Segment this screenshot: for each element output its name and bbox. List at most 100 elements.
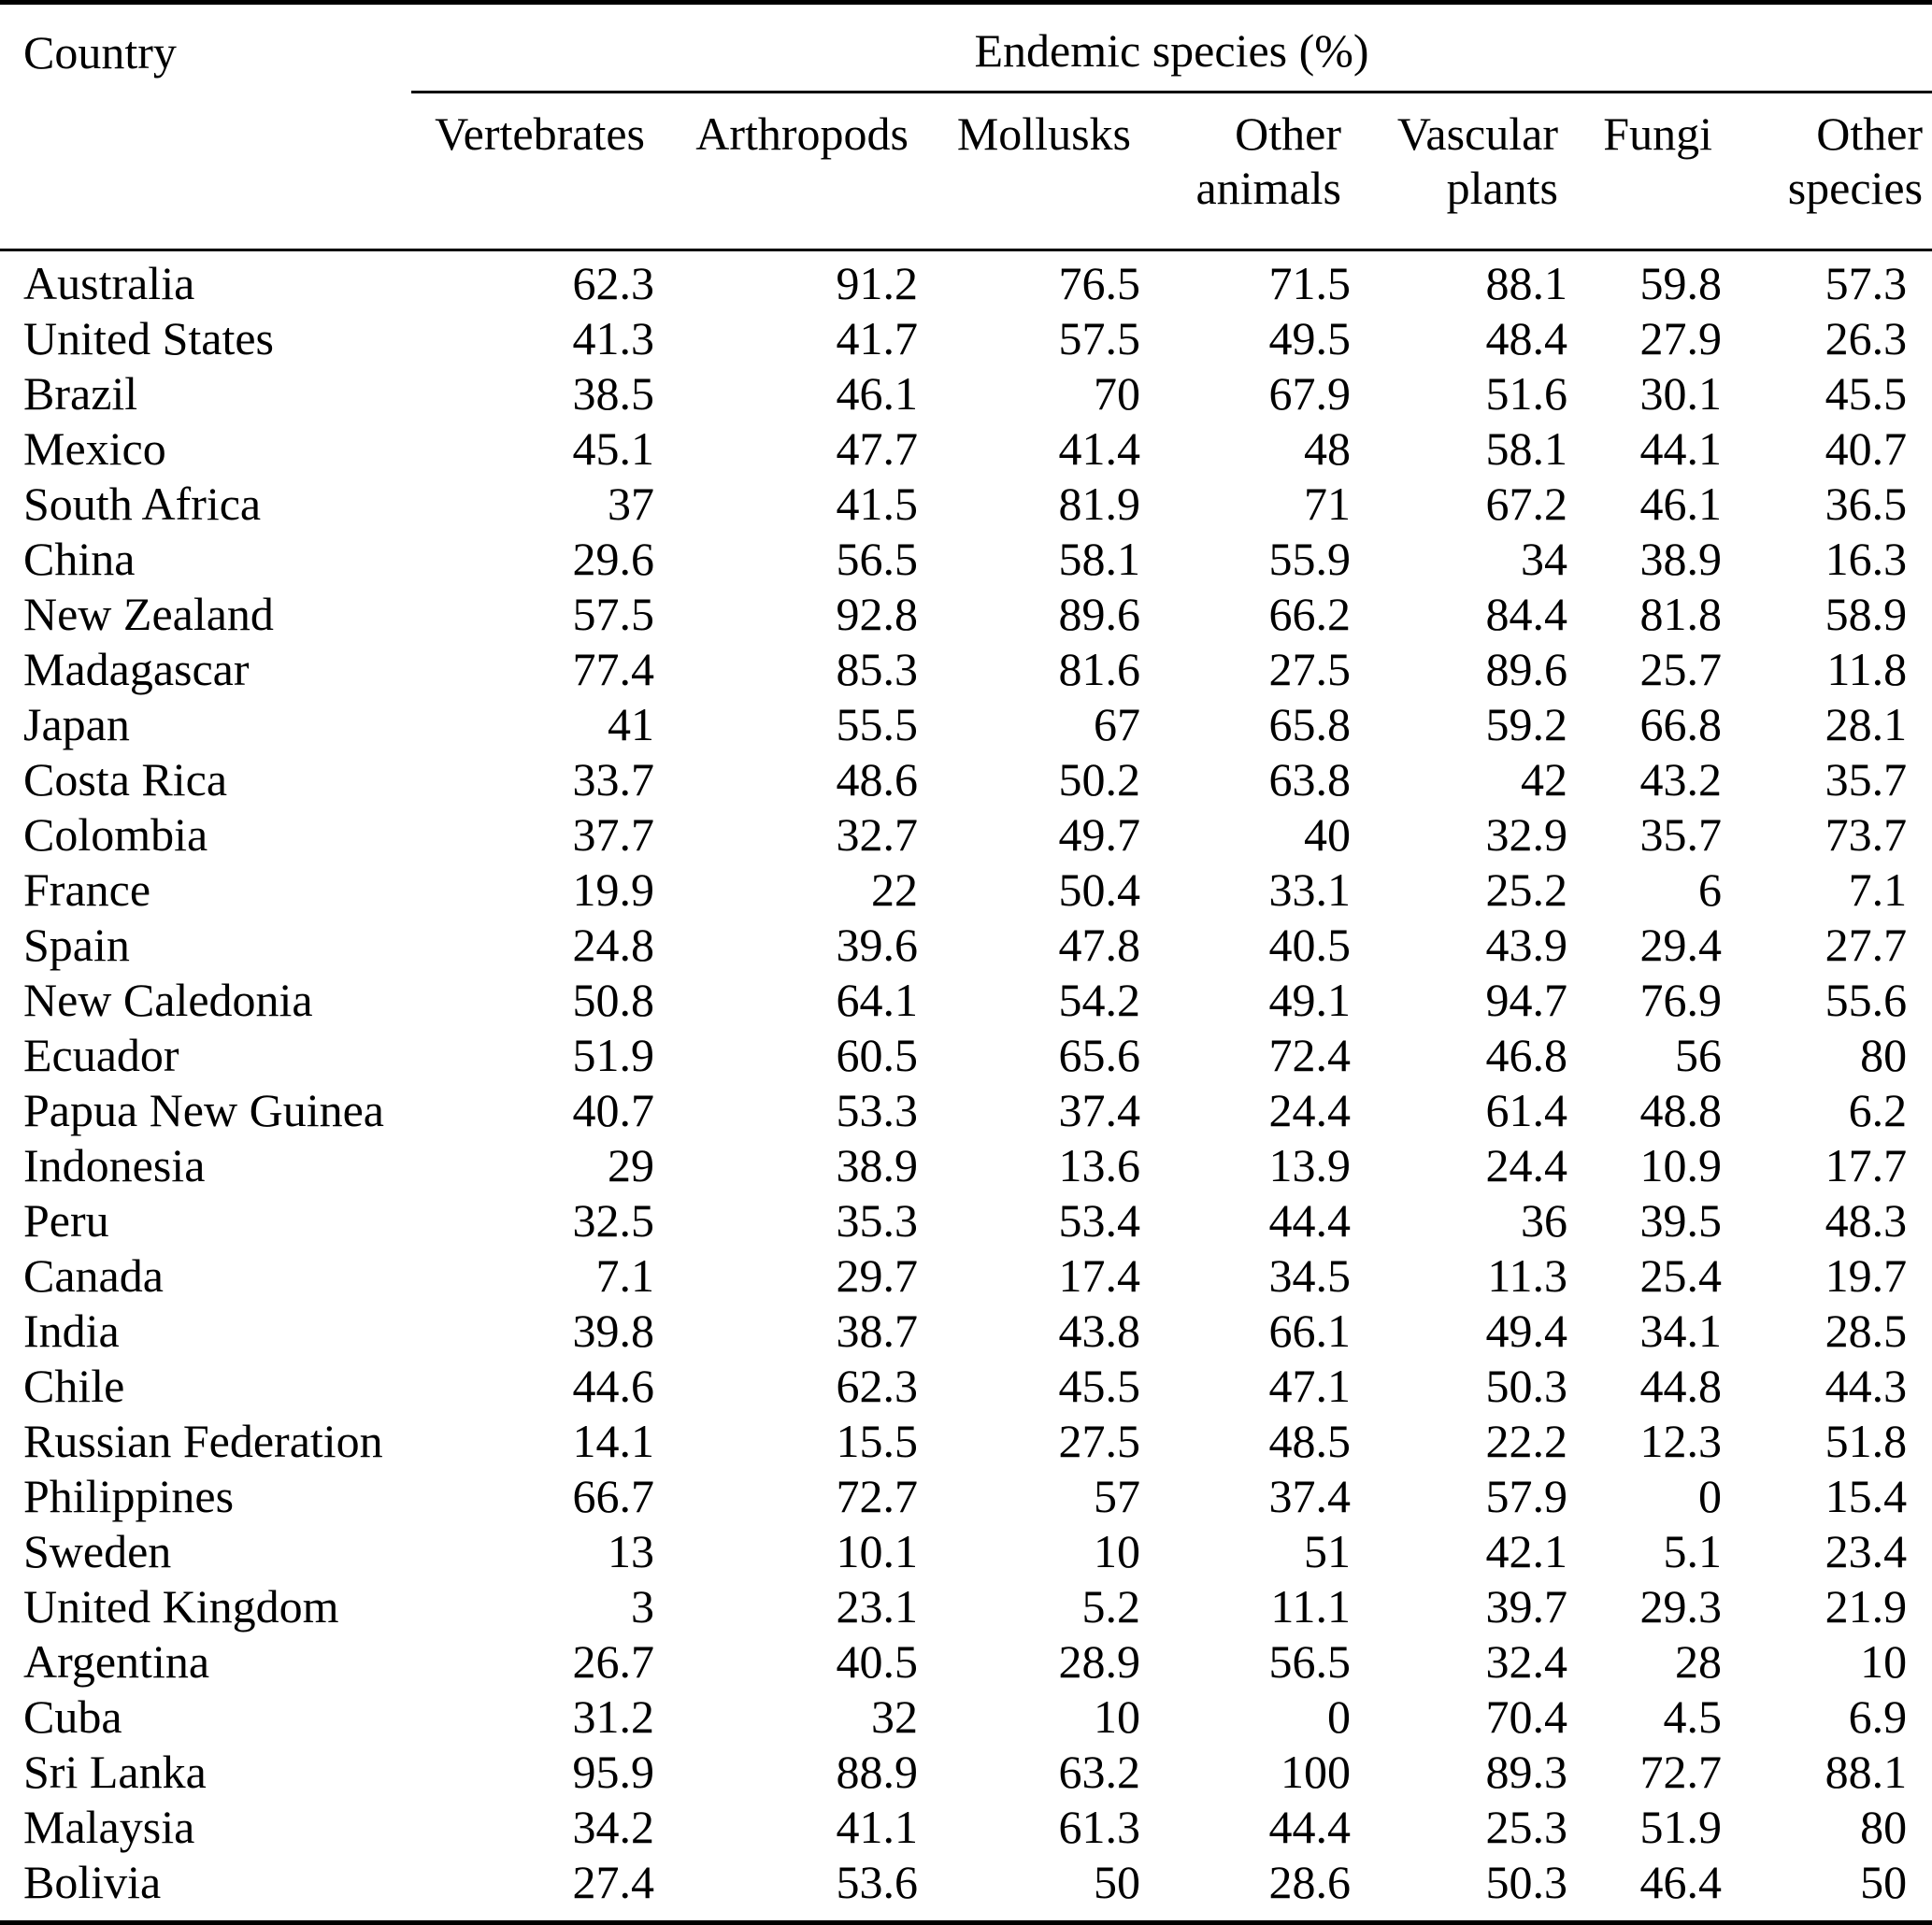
value-cell: 40.5 — [1268, 919, 1352, 971]
country-column-header: Country — [0, 0, 411, 93]
value-cell: 39.7 — [1485, 1580, 1568, 1633]
table-row: Malaysia 34.2 41.1 61.3 44.4 25.3 51.9 80 — [0, 1800, 1932, 1855]
table-row: Colombia 37.7 32.7 49.7 40 32.9 35.7 73.7 — [0, 807, 1932, 863]
country-cell: Malaysia — [23, 1801, 195, 1853]
value-cell: 88.1 — [1825, 1746, 1908, 1798]
value-cell: 5.2 — [1081, 1580, 1141, 1633]
column-header-vertebrates: Vertebrates — [411, 92, 654, 251]
value-cell: 35.7 — [1639, 808, 1723, 861]
column-header-arthropods: Arthropods — [654, 92, 918, 251]
value-cell: 28.5 — [1825, 1305, 1908, 1357]
value-cell: 48 — [1304, 422, 1351, 475]
value-cell: 19.9 — [572, 863, 655, 916]
value-cell: 50.2 — [1058, 753, 1141, 806]
value-cell: 17.7 — [1825, 1139, 1908, 1191]
table-row: United States 41.3 41.7 57.5 49.5 48.4 27.9 26.… — [0, 311, 1932, 366]
value-cell: 48.4 — [1485, 312, 1568, 364]
value-cell: 0 — [1698, 1470, 1722, 1522]
value-cell: 44.4 — [1268, 1194, 1352, 1247]
value-cell: 88.9 — [836, 1746, 919, 1798]
value-cell: 13 — [608, 1525, 654, 1577]
value-cell: 6.9 — [1848, 1690, 1908, 1743]
table-row: Philippines 66.7 72.7 57 37.4 57.9 0 15.4 — [0, 1469, 1932, 1524]
table-row: Spain 24.8 39.6 47.8 40.5 43.9 29.4 27.7 — [0, 918, 1932, 973]
value-cell: 40.7 — [1825, 422, 1908, 475]
value-cell: 41.7 — [836, 312, 919, 364]
column-header-line: Other — [1235, 107, 1341, 160]
value-cell: 61.4 — [1485, 1084, 1568, 1136]
value-cell: 66.1 — [1268, 1305, 1352, 1357]
value-cell: 63.2 — [1058, 1746, 1141, 1798]
column-header-line: Other — [1816, 107, 1924, 160]
value-cell: 10.1 — [836, 1525, 919, 1577]
value-cell: 10 — [1094, 1525, 1140, 1577]
value-cell: 62.3 — [836, 1360, 919, 1412]
value-cell: 49.5 — [1268, 312, 1352, 364]
value-cell: 28.9 — [1058, 1635, 1141, 1688]
value-cell: 6 — [1698, 863, 1722, 916]
value-cell: 27.7 — [1825, 919, 1908, 971]
table-row: India 39.8 38.7 43.8 66.1 49.4 34.1 28.5 — [0, 1304, 1932, 1359]
value-cell: 38.7 — [836, 1305, 919, 1357]
value-cell: 29.3 — [1639, 1580, 1723, 1633]
value-cell: 13.6 — [1058, 1139, 1141, 1191]
column-header-line: Fungi — [1603, 107, 1712, 160]
value-cell: 71.5 — [1268, 257, 1352, 309]
value-cell: 47.8 — [1058, 919, 1141, 971]
value-cell: 92.8 — [836, 588, 919, 640]
value-cell: 80 — [1860, 1801, 1908, 1853]
column-header-line: plants — [1446, 162, 1558, 214]
table-row: Sweden 13 10.1 10 51 42.1 5.1 23.4 — [0, 1524, 1932, 1579]
column-header-line: Vertebrates — [435, 107, 645, 160]
subheader-spacer — [0, 92, 411, 251]
value-cell: 22 — [871, 863, 918, 916]
country-cell: United Kingdom — [23, 1580, 339, 1633]
value-cell: 89.3 — [1485, 1746, 1568, 1798]
value-cell: 41.5 — [836, 478, 919, 530]
column-header-line: species — [1787, 162, 1924, 214]
column-header-other-species: Other species — [1722, 92, 1932, 251]
value-cell: 49.1 — [1268, 974, 1352, 1026]
table-row: Canada 7.1 29.7 17.4 34.5 11.3 25.4 19.7 — [0, 1248, 1932, 1304]
value-cell: 40 — [1304, 808, 1351, 861]
value-cell: 37.7 — [572, 808, 655, 861]
value-cell: 73.7 — [1825, 808, 1908, 861]
country-cell: Sweden — [23, 1525, 172, 1577]
value-cell: 65.6 — [1058, 1029, 1141, 1081]
value-cell: 67 — [1094, 698, 1140, 750]
table-row: Australia 62.3 91.2 76.5 71.5 88.1 59.8 57.3 — [0, 250, 1932, 312]
value-cell: 35.7 — [1825, 753, 1908, 806]
value-cell: 55.9 — [1268, 533, 1352, 585]
value-cell: 49.7 — [1058, 808, 1141, 861]
value-cell: 16.3 — [1825, 533, 1908, 585]
country-cell: South Africa — [23, 478, 262, 530]
value-cell: 95.9 — [572, 1746, 655, 1798]
value-cell: 50 — [1722, 1855, 1932, 1925]
country-cell: Canada — [23, 1249, 164, 1302]
value-cell: 28 — [1675, 1635, 1722, 1688]
value-cell: 10.9 — [1639, 1139, 1723, 1191]
value-cell: 72.4 — [1268, 1029, 1352, 1081]
country-cell: France — [23, 863, 151, 916]
value-cell: 23.1 — [836, 1580, 919, 1633]
value-cell: 41.1 — [836, 1801, 919, 1853]
value-cell: 76.5 — [1058, 257, 1141, 309]
value-cell: 34.2 — [572, 1801, 655, 1853]
value-cell: 25.2 — [1485, 863, 1568, 916]
value-cell: 41 — [608, 698, 654, 750]
value-cell: 57.9 — [1485, 1470, 1568, 1522]
table-row: Bolivia 27.4 53.6 50 28.6 50.3 46.4 50 — [0, 1855, 1932, 1925]
header-row-columns: Vertebrates Arthropods Mollusks Other animal… — [0, 92, 1932, 251]
value-cell: 40.5 — [836, 1635, 919, 1688]
value-cell: 85.3 — [836, 643, 919, 695]
table-row: Papua New Guinea 40.7 53.3 37.4 24.4 61.4 48.8… — [0, 1083, 1932, 1138]
value-cell: 22.2 — [1485, 1415, 1568, 1467]
value-cell: 81.8 — [1639, 588, 1723, 640]
value-cell: 46.4 — [1567, 1855, 1722, 1925]
value-cell: 24.4 — [1485, 1139, 1568, 1191]
table-body: Australia 62.3 91.2 76.5 71.5 88.1 59.8 57.3 Uni… — [0, 250, 1932, 1925]
table-row: United Kingdom 3 23.1 5.2 11.1 39.7 29.3 21.9 — [0, 1579, 1932, 1634]
value-cell: 33.7 — [572, 753, 655, 806]
value-cell: 66.2 — [1268, 588, 1352, 640]
value-cell: 58.9 — [1825, 588, 1908, 640]
